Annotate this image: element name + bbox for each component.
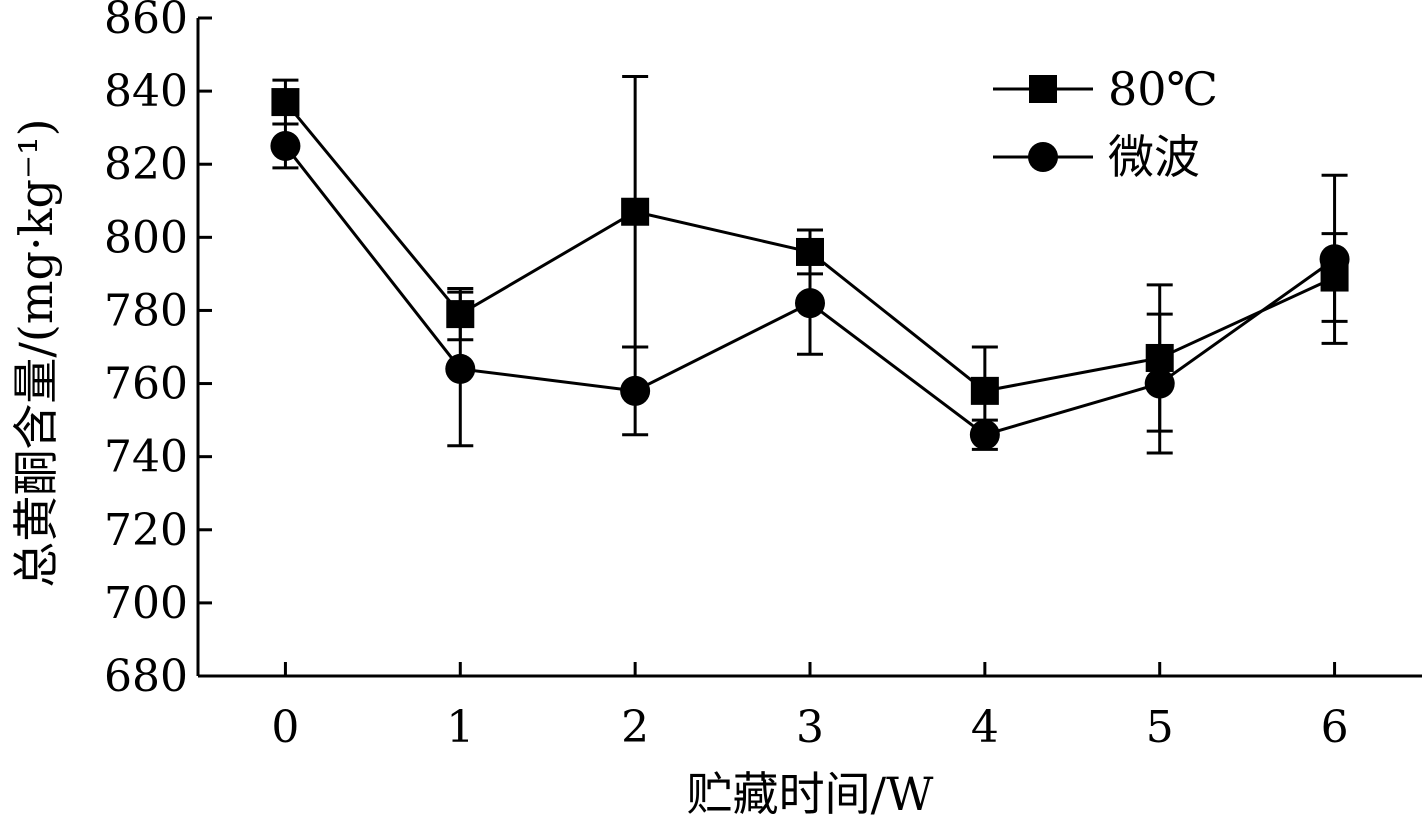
data-point (1144, 368, 1175, 399)
x-tick-label: 6 (1321, 702, 1349, 753)
data-point (445, 353, 476, 384)
legend-marker (1029, 75, 1057, 103)
y-tick-label: 680 (104, 651, 188, 702)
x-tick-label: 4 (971, 702, 999, 753)
data-point (270, 130, 301, 161)
legend-marker (1028, 142, 1058, 172)
data-point (970, 376, 999, 405)
y-tick-label: 840 (104, 66, 188, 117)
data-point (969, 419, 1000, 450)
legend-label: 微波 (1108, 130, 1200, 184)
legend-item-1: 微波 (993, 130, 1200, 184)
legend-label: 80℃ (1108, 62, 1218, 116)
y-tick-label: 720 (104, 505, 188, 556)
x-axis-title: 贮藏时间/W (687, 767, 934, 819)
x-tick-label: 1 (446, 702, 474, 753)
y-tick-label: 760 (104, 359, 188, 410)
y-axis-title: 总黄酮含量/(mg·kg⁻¹) (9, 118, 63, 587)
y-tick-label: 740 (104, 432, 188, 483)
data-point (621, 197, 650, 226)
data-point (620, 375, 651, 406)
legend: 80℃ 微波 (993, 62, 1218, 184)
x-tick-label: 0 (271, 702, 299, 753)
data-point (795, 288, 825, 319)
axes: 680 700 720 740 760 780 800 820 840 860 0 1 2 3 4 5 6 (104, 0, 1422, 753)
y-tick-label: 860 (104, 0, 188, 44)
series-layer (270, 74, 1350, 455)
y-tick-label: 780 (104, 285, 188, 336)
x-tick-label: 5 (1146, 702, 1174, 753)
data-point (271, 88, 300, 117)
data-point (1319, 244, 1350, 275)
y-tick-label: 700 (104, 578, 188, 629)
x-tick-label: 3 (796, 702, 824, 753)
y-tick-label: 820 (104, 139, 188, 190)
y-tick-label: 800 (104, 212, 188, 263)
legend-item-0: 80℃ (993, 62, 1218, 116)
x-tick-label: 2 (621, 702, 649, 753)
series-1 (270, 122, 1350, 455)
